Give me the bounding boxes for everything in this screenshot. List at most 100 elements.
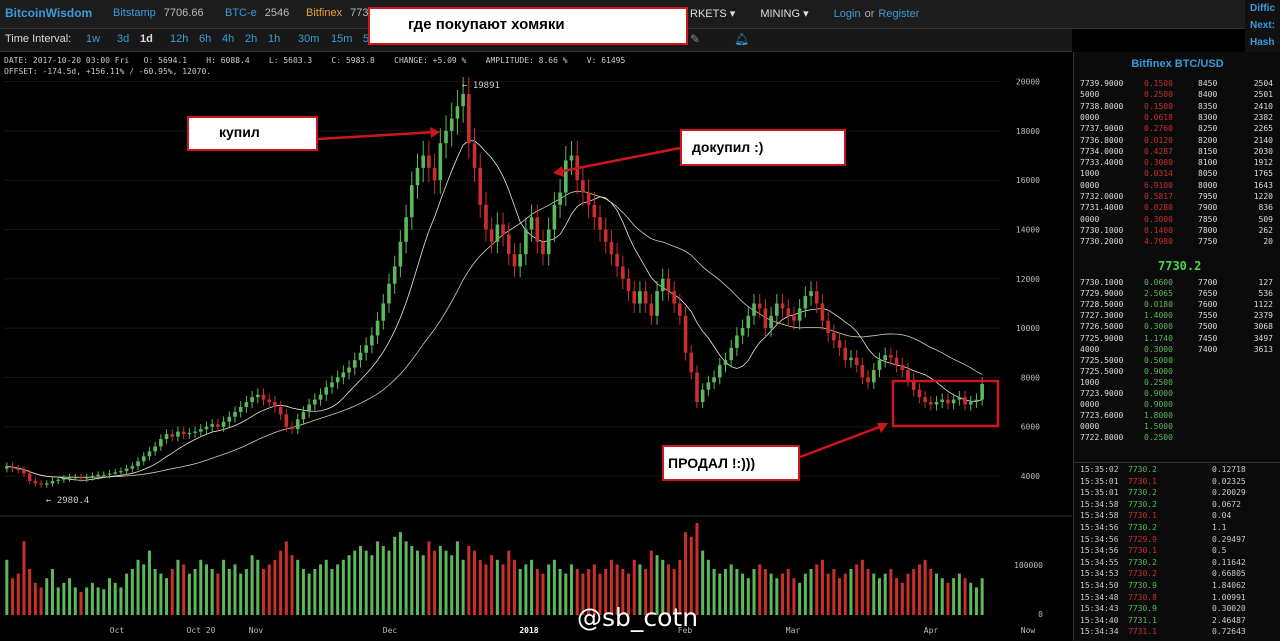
volume-bar: [741, 573, 745, 615]
interval-5m[interactable]: 5: [363, 33, 370, 45]
candle: [946, 399, 950, 404]
hash-label[interactable]: Hash: [1250, 37, 1275, 48]
market-btce[interactable]: BTC-e 2546: [225, 7, 290, 19]
volume-bar: [729, 564, 733, 615]
trade-row: 15:34:34 7731.1 0.72643: [1074, 627, 1280, 638]
candle: [187, 432, 192, 435]
cell: 7700: [1198, 278, 1218, 287]
volume-bar: [883, 573, 887, 615]
volume-bar: [752, 569, 756, 615]
ask-row: 7736.8000 0.0120 8200 2140: [1074, 136, 1280, 147]
cell: 7730.1000: [1080, 225, 1124, 235]
cell: 7731.1: [1128, 615, 1157, 625]
interval-3d[interactable]: 3d: [117, 33, 130, 45]
next-label[interactable]: Next:: [1250, 20, 1276, 31]
moving-averages: [6, 140, 983, 481]
annotation-bought-more: докупил :): [680, 129, 846, 166]
arrow-bought-more-head: [553, 166, 564, 177]
interval-1w[interactable]: 1w: [86, 33, 101, 45]
candle: [227, 416, 232, 422]
candle: [706, 382, 711, 390]
volume-bar: [347, 555, 351, 615]
interval-15m[interactable]: 15m: [331, 33, 353, 45]
volume-bar: [803, 573, 807, 615]
interval-2h[interactable]: 2h: [245, 33, 258, 45]
cell: 0.66805: [1212, 569, 1246, 579]
x-tick-label: Oct 20: [187, 626, 216, 635]
cell: 7550: [1198, 311, 1218, 321]
cell: 1.84062: [1212, 581, 1246, 590]
interval-4h[interactable]: 4h: [222, 33, 235, 45]
volume-bar: [455, 541, 459, 615]
nav-mining[interactable]: MINING ▾: [760, 8, 809, 20]
draw-tool-icon[interactable]: ✎: [690, 32, 701, 46]
candle: [307, 404, 311, 412]
x-tick-label: Oct: [110, 626, 125, 635]
candle: [216, 424, 220, 427]
volume-bar: [290, 555, 294, 615]
cell: 15:34:58: [1080, 499, 1119, 509]
volume-bar: [108, 578, 112, 615]
trade-row: 15:34:55 7730.2 0.11642: [1074, 558, 1280, 569]
interval-30m[interactable]: 30m: [298, 33, 320, 45]
volume-bar: [758, 564, 762, 615]
market-bitstamp[interactable]: Bitstamp 7706.66: [113, 7, 204, 19]
site-logo[interactable]: BitcoinWisdom: [5, 6, 93, 20]
bell-icon[interactable]: 🔔︎: [734, 32, 750, 46]
cell: 2.5065: [1144, 289, 1173, 299]
interval-1h[interactable]: 1h: [268, 33, 281, 45]
cell: 7732.0000: [1080, 192, 1124, 201]
trade-row: 15:35:02 7730.2 0.12718: [1074, 465, 1280, 476]
volume-bar: [210, 569, 214, 615]
cell: 1.8000: [1144, 411, 1173, 421]
candle: [398, 241, 403, 267]
volume-bar: [969, 582, 973, 615]
cell: 7730.1: [1128, 476, 1157, 486]
login-link[interactable]: Login: [833, 8, 861, 20]
interval-12h[interactable]: 12h: [170, 33, 189, 45]
bid-row: 7727.3000 1.4000 7550 2379: [1074, 311, 1280, 322]
register-link[interactable]: Register: [878, 8, 920, 20]
candle: [923, 397, 927, 403]
interval-6h[interactable]: 6h: [199, 33, 212, 45]
trade-row: 15:34:58 7730.2 0.0672: [1074, 500, 1280, 511]
interval-1d[interactable]: 1d: [140, 33, 153, 45]
candle: [843, 347, 848, 361]
cell: 0.3000: [1144, 322, 1173, 332]
cell: 3497: [1253, 333, 1273, 343]
volume-bar: [364, 550, 368, 615]
volume-bar: [102, 589, 106, 615]
cell: 0.1400: [1144, 225, 1173, 235]
ask-row: 7730.2000 4.7980 7750 20: [1074, 237, 1280, 248]
cell: 0.0280: [1144, 203, 1173, 213]
candle: [735, 335, 739, 348]
volume-bar: [706, 559, 710, 615]
candle: [10, 466, 15, 469]
cell: 7650: [1198, 289, 1218, 299]
nav-markets[interactable]: RKETS ▾: [690, 8, 736, 20]
candle: [717, 365, 722, 378]
candle: [267, 399, 272, 403]
trade-row: 15:34:56 7730.2 1.1: [1074, 523, 1280, 534]
candle: [136, 461, 140, 467]
cell: 7731.1: [1128, 627, 1157, 637]
volume-bar: [718, 573, 722, 615]
volume-bar: [324, 559, 328, 615]
volume-bar: [627, 573, 631, 615]
market-bitfinex[interactable]: Bitfinex 773: [306, 7, 369, 19]
volume-bar: [182, 564, 186, 615]
candle: [683, 315, 688, 353]
volume-bar: [695, 523, 699, 615]
difficulty-label[interactable]: Diffic: [1250, 3, 1275, 14]
cell: 2504: [1253, 79, 1273, 88]
cell: 7730.2: [1128, 557, 1157, 567]
candle: [56, 479, 60, 481]
candle: [467, 93, 471, 144]
volume-bar: [541, 573, 545, 615]
candle: [330, 382, 334, 388]
cell: 1.1740: [1144, 333, 1173, 343]
cell: 7733.4000: [1080, 158, 1124, 168]
volume-bar: [39, 587, 43, 615]
volume-bar: [855, 564, 859, 615]
price-chart[interactable]: 20000 18000 16000 14000 12000 10000 8000 6000 40…: [0, 52, 1072, 641]
